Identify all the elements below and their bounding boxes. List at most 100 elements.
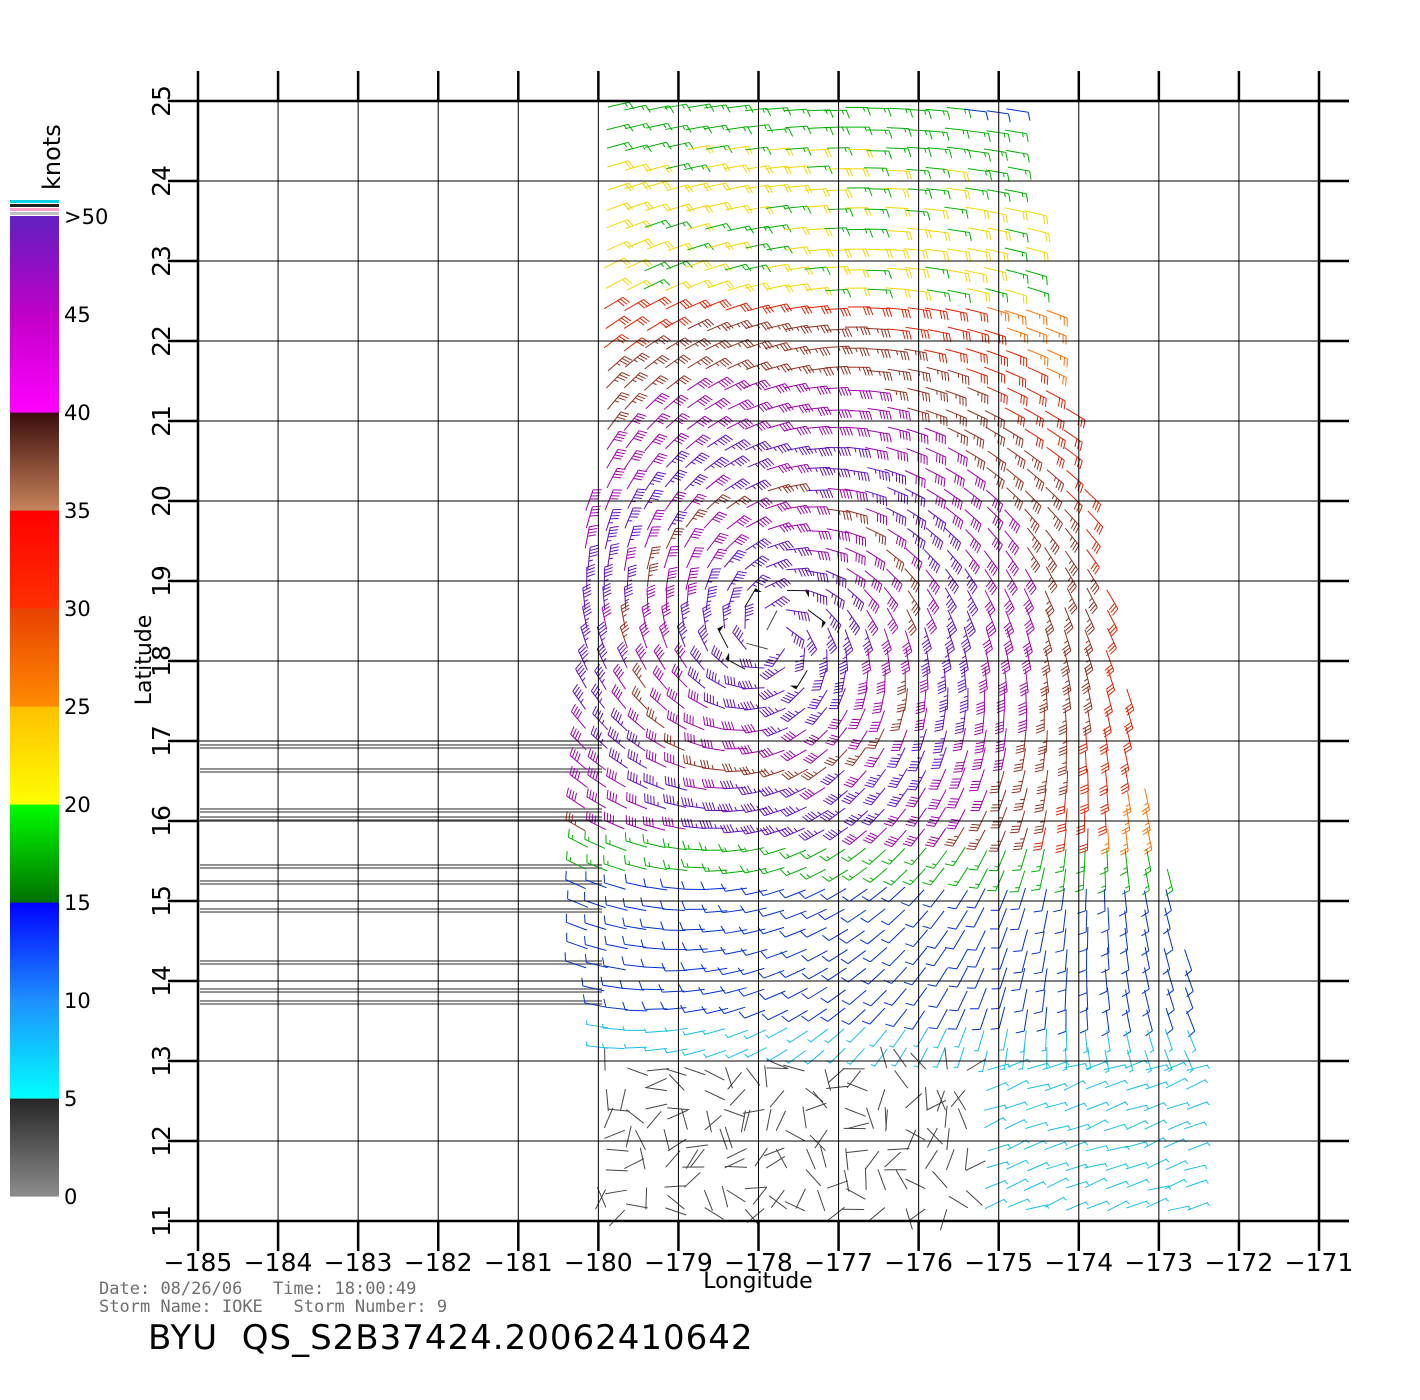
wind-barb: [877, 1089, 886, 1111]
wind-barb: [622, 1026, 646, 1031]
wind-barb: [945, 390, 967, 407]
wind-barb: [809, 1134, 826, 1152]
wind-barb: [663, 545, 680, 569]
wind-barb: [689, 645, 705, 671]
wind-barb: [706, 668, 726, 689]
wind-barb: [967, 590, 979, 617]
wind-barb: [945, 409, 967, 427]
wind-barb: [1027, 366, 1049, 385]
wind-barb: [667, 511, 688, 531]
wind-barb: [1004, 1118, 1028, 1130]
wind-barb: [680, 1004, 707, 1014]
wind-barb: [666, 260, 693, 270]
wind-barb: [623, 450, 646, 470]
wind-barb: [805, 1169, 822, 1187]
wind-barb: [946, 107, 972, 119]
wind-barb: [620, 1088, 626, 1111]
wind-barb: [760, 950, 788, 959]
y-tick-label: 22: [147, 325, 176, 357]
wind-barb: [825, 547, 849, 563]
wind-barb: [1055, 928, 1067, 953]
wind-barb: [607, 160, 635, 169]
wind-barb: [944, 929, 966, 950]
wind-barb: [1064, 1102, 1088, 1112]
wind-barb: [945, 1149, 955, 1171]
wind-barb: [775, 1148, 788, 1169]
wind-barb: [1126, 1200, 1150, 1209]
grid-lines: [197, 100, 1320, 1222]
wind-barb: [1037, 730, 1048, 756]
wind-barb: [683, 528, 705, 548]
wind-barb: [984, 410, 1006, 430]
wind-barb: [704, 104, 731, 113]
wind-barb: [1165, 1077, 1189, 1089]
wind-barb: [682, 840, 708, 851]
wind-barb: [645, 296, 672, 308]
wind-barb: [1023, 1180, 1047, 1192]
wind-barb: [867, 370, 893, 381]
x-tick-label: −182: [404, 1248, 473, 1277]
wind-barb: [1106, 1145, 1130, 1152]
wind-barb: [926, 229, 951, 242]
wind-barb: [1084, 1162, 1108, 1169]
wind-barb: [625, 144, 652, 153]
x-tick-label: −185: [164, 1248, 233, 1277]
wind-barb: [1014, 989, 1028, 1013]
wind-barb: [1004, 129, 1029, 143]
wind-barb: [937, 668, 947, 695]
wind-barb: [867, 429, 892, 443]
wind-barb: [605, 1089, 609, 1112]
wind-barb: [946, 809, 966, 830]
wind-barb: [1145, 1081, 1169, 1090]
wind-barb: [983, 550, 998, 576]
wind-barb: [726, 515, 752, 530]
wind-barb: [726, 1148, 747, 1159]
wind-barb: [758, 990, 786, 1001]
wind-barb: [1099, 969, 1108, 996]
wind-barb: [867, 390, 893, 402]
x-tick-label: −180: [564, 1248, 633, 1277]
wind-barb: [883, 988, 907, 1006]
wind-barb: [1186, 1101, 1210, 1110]
wind-barb: [783, 382, 811, 393]
wind-barb: [926, 366, 950, 382]
wind-barb: [740, 701, 767, 711]
wind-barb: [936, 1090, 945, 1112]
wind-barb: [925, 467, 946, 488]
wind-barb: [900, 889, 925, 907]
wind-barb: [1042, 1047, 1048, 1071]
wind-barb: [703, 716, 727, 731]
wind-barb: [703, 511, 728, 529]
wind-barb: [752, 1186, 768, 1205]
wind-barb: [682, 777, 707, 790]
wind-barb: [701, 863, 728, 872]
wind-barb: [1105, 669, 1116, 696]
wind-barb: [671, 663, 688, 688]
wind-barb: [1166, 968, 1174, 996]
wind-barb: [806, 148, 832, 158]
wind-barb: [1047, 349, 1068, 368]
wind-barb: [566, 787, 586, 809]
wind-barb: [844, 347, 870, 357]
wind-barb: [1032, 827, 1047, 851]
wind-barb: [864, 1167, 867, 1190]
wind-barb: [1044, 1141, 1068, 1151]
wind-barb: [1027, 286, 1050, 303]
wind-barb: [1033, 989, 1046, 1015]
wind-barb: [737, 844, 765, 853]
wind-barb: [827, 1067, 845, 1084]
wind-barb: [847, 306, 874, 316]
wind-barb: [724, 1108, 746, 1118]
wind-barb: [721, 721, 747, 731]
wind-barb: [1167, 1120, 1191, 1131]
wind-barb: [985, 610, 997, 637]
wind-barb: [683, 712, 705, 731]
wind-barb: [706, 532, 729, 552]
wind-barb: [638, 981, 665, 991]
wind-barb: [986, 506, 1004, 531]
wind-barb: [833, 669, 847, 694]
wind-barb: [985, 248, 1009, 263]
wind-barb: [967, 930, 986, 951]
wind-barb: [766, 284, 794, 293]
wind-barb: [825, 467, 851, 478]
